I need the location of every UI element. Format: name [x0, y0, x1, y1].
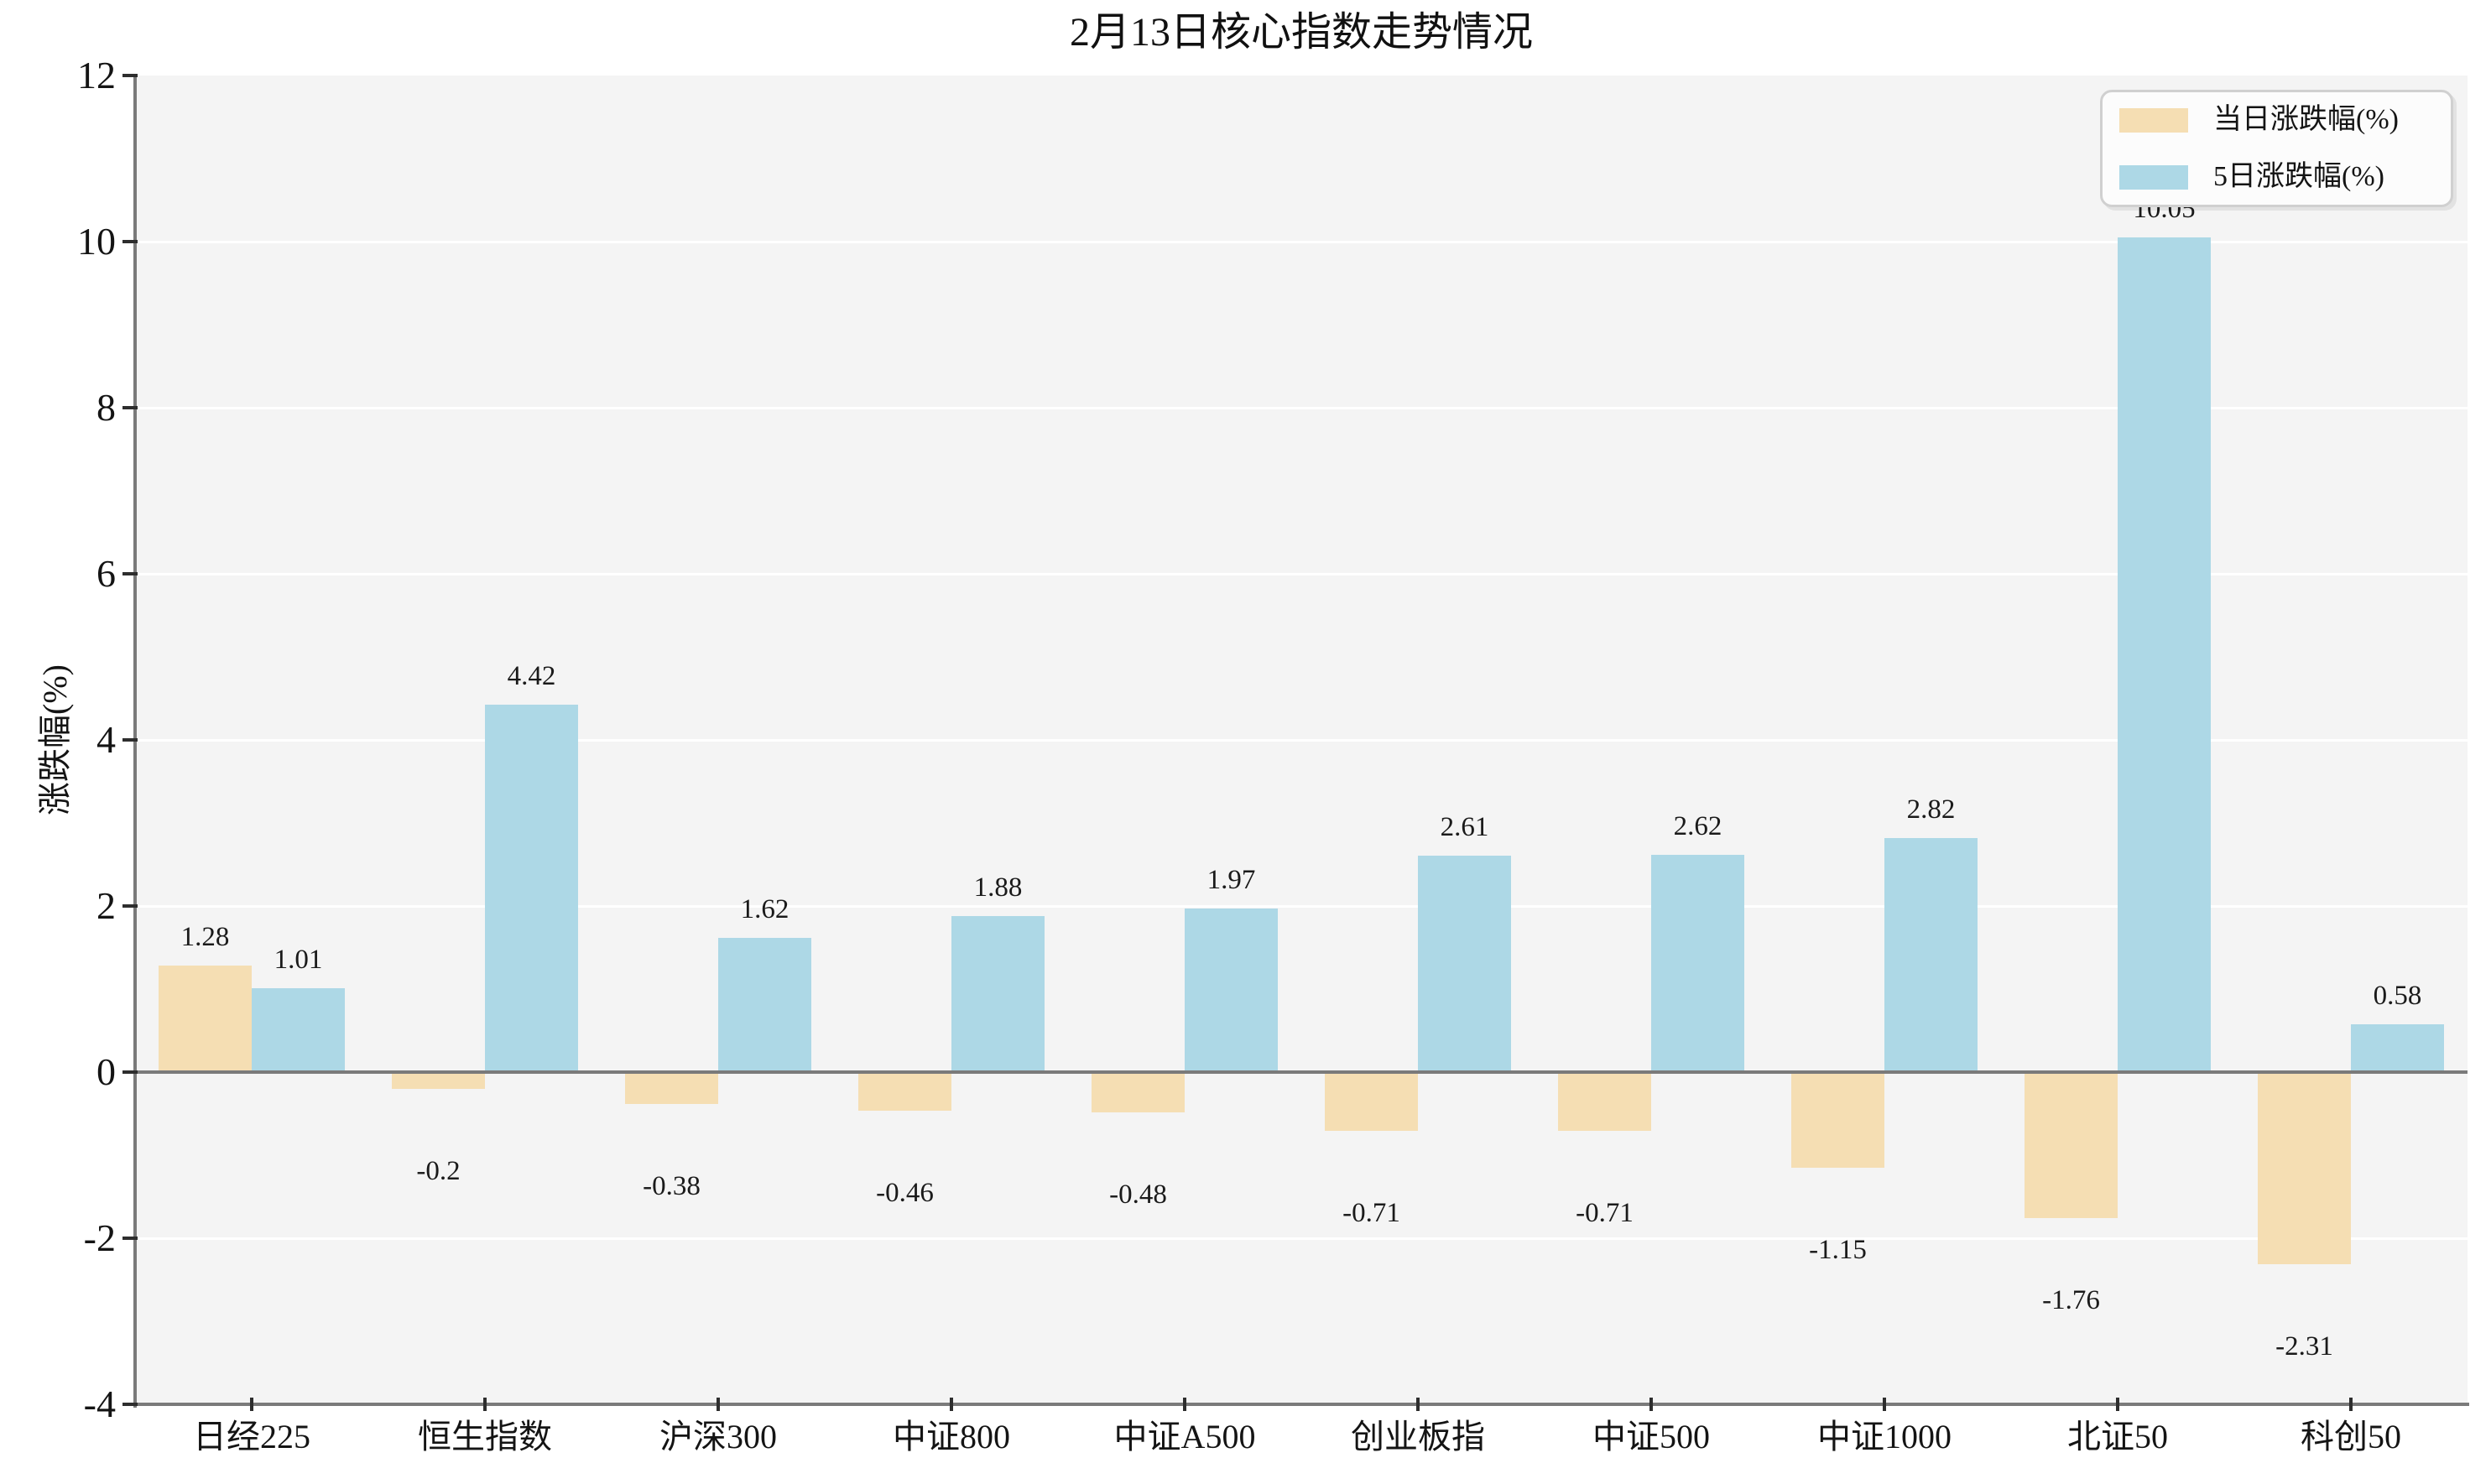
- five-day-change-bar-value-label: 2.62: [1673, 810, 1722, 841]
- zero-baseline: [135, 1070, 2468, 1074]
- five-day-change-bar: [2118, 237, 2211, 1072]
- daily-change-bar: [2258, 1072, 2351, 1264]
- x-tick: [717, 1398, 720, 1411]
- five-day-change-legend-swatch: [2119, 164, 2188, 190]
- y-tick: [122, 74, 138, 77]
- daily-change-bar-value-label: -0.46: [876, 1177, 934, 1208]
- y-tick-label: 8: [96, 386, 116, 429]
- five-day-change-bar: [1418, 855, 1511, 1072]
- five-day-change-bar: [1185, 908, 1278, 1072]
- legend-label: 5日涨跌幅(%): [2213, 161, 2384, 192]
- x-tick-label: 中证800: [893, 1418, 1010, 1455]
- daily-change-bar-value-label: -0.48: [1109, 1179, 1167, 1210]
- five-day-change-bar: [252, 988, 345, 1072]
- y-tick: [122, 1237, 138, 1240]
- x-tick-label: 北证50: [2067, 1418, 2168, 1455]
- five-day-change-bar: [1884, 837, 1978, 1072]
- y-tick: [122, 738, 138, 742]
- y-tick-label: -4: [83, 1382, 116, 1425]
- x-tick: [1883, 1398, 1886, 1411]
- x-tick: [2116, 1398, 2119, 1411]
- daily-change-bar: [2025, 1072, 2118, 1219]
- five-day-change-bar-value-label: 1.01: [274, 945, 323, 975]
- daily-change-bar-value-label: -2.31: [2275, 1330, 2333, 1362]
- five-day-change-bar: [951, 915, 1045, 1072]
- five-day-change-bar: [1651, 854, 1744, 1072]
- x-tick-label: 恒生指数: [418, 1418, 552, 1455]
- daily-change-bar: [625, 1072, 718, 1104]
- x-tick-label: 中证1000: [1817, 1418, 1952, 1455]
- x-tick: [1649, 1398, 1653, 1411]
- daily-change-bar-value-label: -0.2: [416, 1155, 461, 1186]
- y-tick: [122, 1403, 138, 1406]
- daily-change-bar-value-label: -1.15: [1809, 1234, 1867, 1265]
- daily-change-bar-value-label: -0.71: [1342, 1198, 1400, 1229]
- x-tick-label: 沪深300: [659, 1418, 777, 1455]
- gridline: [135, 1237, 2468, 1240]
- x-tick-label: 科创50: [2301, 1418, 2401, 1455]
- daily-change-bar: [1791, 1072, 1884, 1168]
- y-tick-label: 0: [96, 1050, 116, 1093]
- legend-item: 当日涨跌幅(%): [2119, 104, 2434, 136]
- y-tick-label: -2: [83, 1216, 116, 1259]
- gridline: [135, 738, 2468, 742]
- five-day-change-bar: [2351, 1023, 2444, 1072]
- five-day-change-bar-value-label: 1.62: [740, 893, 790, 924]
- y-tick: [122, 572, 138, 575]
- left-axis-spine: [133, 76, 137, 1408]
- daily-change-bar-value-label: -0.71: [1576, 1198, 1634, 1229]
- x-tick: [250, 1398, 253, 1411]
- x-tick-label: 日经225: [193, 1418, 310, 1455]
- x-tick: [483, 1398, 487, 1411]
- daily-change-bar: [159, 966, 252, 1072]
- x-tick: [950, 1398, 953, 1411]
- daily-change-bar: [392, 1072, 485, 1089]
- y-tick: [122, 1070, 138, 1074]
- x-tick: [2349, 1398, 2353, 1411]
- y-tick-label: 12: [77, 54, 116, 96]
- five-day-change-bar-value-label: 1.88: [973, 872, 1023, 903]
- daily-change-bar: [1325, 1072, 1418, 1132]
- x-tick: [1183, 1398, 1186, 1411]
- y-tick: [122, 406, 138, 409]
- y-tick: [122, 904, 138, 908]
- daily-change-bar-value-label: -1.76: [2042, 1285, 2100, 1316]
- x-tick-label: 中证A500: [1113, 1418, 1256, 1455]
- gridline: [135, 572, 2468, 575]
- daily-change-bar-value-label: -0.38: [643, 1170, 701, 1201]
- legend-item: 5日涨跌幅(%): [2119, 161, 2434, 193]
- bottom-axis-spine: [133, 1403, 2469, 1406]
- gridline: [135, 240, 2468, 243]
- daily-change-bar: [1558, 1072, 1651, 1132]
- x-tick-label: 中证500: [1592, 1418, 1710, 1455]
- y-tick-label: 4: [96, 718, 116, 761]
- five-day-change-bar-value-label: 2.82: [1906, 794, 1956, 825]
- daily-change-bar-value-label: 1.28: [180, 922, 230, 953]
- five-day-change-bar-value-label: 1.97: [1206, 864, 1256, 895]
- five-day-change-bar-value-label: 2.61: [1440, 811, 1489, 842]
- y-tick-label: 2: [96, 884, 116, 927]
- gridline: [135, 406, 2468, 409]
- y-tick-label: 10: [77, 220, 116, 263]
- legend-label: 当日涨跌幅(%): [2213, 104, 2399, 135]
- daily-change-legend-swatch: [2119, 107, 2188, 133]
- five-day-change-bar-value-label: 4.42: [507, 661, 556, 692]
- legend: 当日涨跌幅(%) 5日涨跌幅(%): [2100, 90, 2453, 207]
- x-tick: [1416, 1398, 1420, 1411]
- y-tick: [122, 240, 138, 243]
- chart-title: 2月13日核心指数走势情况: [1069, 10, 1534, 55]
- five-day-change-bar-value-label: 0.58: [2373, 980, 2422, 1011]
- five-day-change-bar: [718, 937, 811, 1072]
- daily-change-bar: [858, 1072, 951, 1111]
- five-day-change-bar: [485, 705, 578, 1072]
- daily-change-bar: [1092, 1072, 1185, 1112]
- gridline: [135, 904, 2468, 908]
- y-tick-label: 6: [96, 552, 116, 595]
- x-tick-label: 创业板指: [1351, 1418, 1485, 1455]
